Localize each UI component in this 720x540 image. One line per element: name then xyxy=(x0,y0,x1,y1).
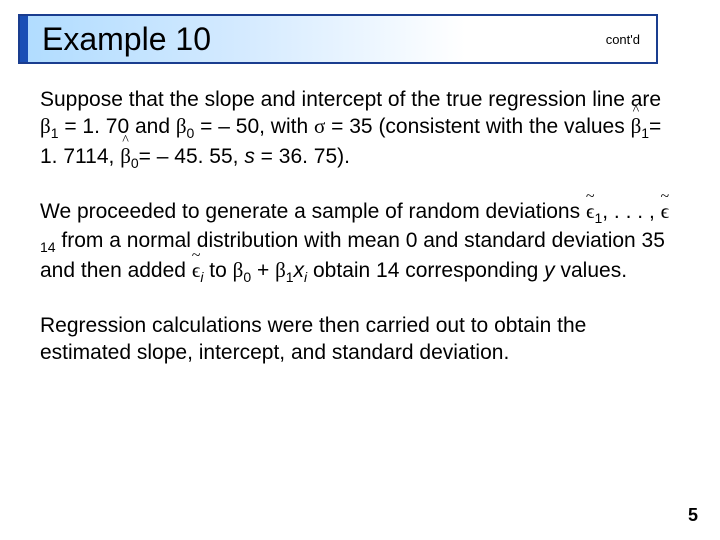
eps-14: ϵ xyxy=(661,198,670,225)
title-box: Example 10 cont'd xyxy=(18,14,658,64)
plus: + xyxy=(251,259,275,282)
paragraph-3: Regression calculations were then carrie… xyxy=(40,312,680,367)
p2-beta0: β xyxy=(233,258,244,282)
y-var: y xyxy=(544,259,555,282)
p2-t4: obtain 14 corresponding xyxy=(307,259,544,282)
paragraph-1: Suppose that the slope and intercept of … xyxy=(40,86,680,172)
p1-t6: = – 45. 55, xyxy=(139,145,245,168)
p1-t4: = 35 (consistent with the values xyxy=(325,115,630,138)
sigma-symbol: σ xyxy=(314,114,325,138)
p2-sub1: 1 xyxy=(286,269,294,285)
s-italic: s xyxy=(244,145,255,168)
dots: , . . . , xyxy=(602,200,660,223)
x-var: x xyxy=(294,259,305,282)
p1-t2: = 1. 70 and xyxy=(58,115,175,138)
page-number: 5 xyxy=(688,505,698,526)
beta0-symbol: β xyxy=(176,114,187,138)
slide-title: Example 10 xyxy=(42,21,211,58)
beta1-hat: β xyxy=(631,113,642,140)
p2-t3: to xyxy=(203,259,232,282)
p1-text: Suppose that the slope and intercept of … xyxy=(40,88,661,111)
beta0-hat: β xyxy=(120,143,131,170)
title-accent-bar xyxy=(20,16,28,62)
eps-1: ϵ xyxy=(586,198,595,225)
continued-label: cont'd xyxy=(606,32,640,47)
p2-sub0: 0 xyxy=(243,269,251,285)
content-area: Suppose that the slope and intercept of … xyxy=(40,86,680,393)
p1-t3: = – 50, with xyxy=(194,115,314,138)
eps14-sub: 14 xyxy=(40,240,56,256)
p2-t1: We proceeded to generate a sample of ran… xyxy=(40,200,586,223)
bhat0-sub: 0 xyxy=(131,155,139,171)
paragraph-2: We proceeded to generate a sample of ran… xyxy=(40,198,680,286)
p2-beta1: β xyxy=(275,258,286,282)
p1-t7: = 36. 75). xyxy=(255,145,350,168)
bhat1-sub: 1 xyxy=(641,125,649,141)
beta-symbol: β xyxy=(40,114,51,138)
eps-i: ϵ xyxy=(192,257,201,284)
p2-t5: values. xyxy=(555,259,627,282)
